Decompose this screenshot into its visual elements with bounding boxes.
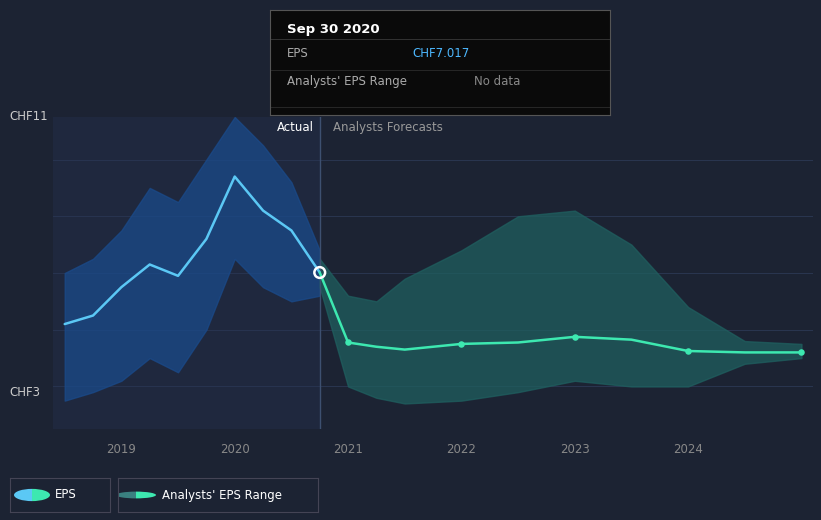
Text: 2021: 2021 — [333, 443, 363, 457]
Wedge shape — [136, 491, 156, 498]
Bar — [53, 117, 319, 429]
Wedge shape — [116, 491, 136, 498]
Text: Analysts' EPS Range: Analysts' EPS Range — [162, 488, 282, 501]
Text: 2022: 2022 — [447, 443, 476, 457]
Point — [313, 268, 326, 277]
Point — [795, 348, 808, 357]
Point — [342, 339, 355, 347]
Wedge shape — [14, 489, 32, 501]
Wedge shape — [32, 489, 50, 501]
Text: Actual: Actual — [277, 121, 314, 134]
Text: 2019: 2019 — [107, 443, 136, 457]
Point — [681, 347, 695, 355]
Text: No data: No data — [474, 75, 521, 88]
Text: EPS: EPS — [287, 47, 309, 60]
Text: 2023: 2023 — [560, 443, 589, 457]
Text: Sep 30 2020: Sep 30 2020 — [287, 22, 379, 35]
Text: 2024: 2024 — [673, 443, 703, 457]
Text: CHF3: CHF3 — [10, 386, 41, 399]
Text: 2020: 2020 — [220, 443, 250, 457]
Point — [455, 340, 468, 348]
Text: CHF11: CHF11 — [10, 110, 48, 123]
Text: CHF7.017: CHF7.017 — [413, 47, 470, 60]
Text: EPS: EPS — [55, 488, 76, 501]
Text: Analysts Forecasts: Analysts Forecasts — [333, 121, 443, 134]
Point — [568, 333, 581, 341]
Text: Analysts' EPS Range: Analysts' EPS Range — [287, 75, 407, 88]
